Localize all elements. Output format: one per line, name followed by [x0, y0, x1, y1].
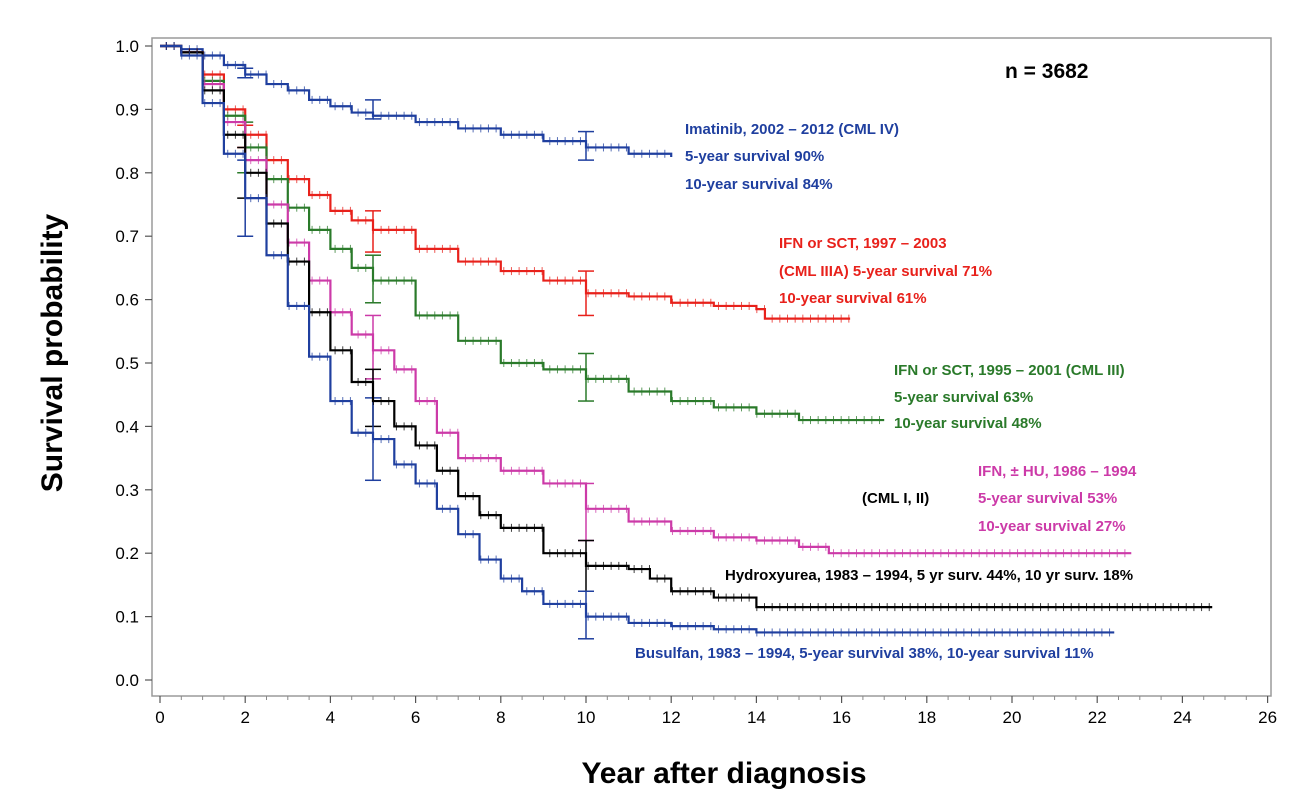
- y-tick-label: 0.6: [115, 291, 139, 310]
- curve-label: (CML IIIA) 5-year survival 71%: [779, 263, 992, 280]
- curve-label: 10-year survival 84%: [685, 176, 833, 193]
- curve-label: Hydroxyurea, 1983 – 1994, 5 yr surv. 44%…: [725, 567, 1133, 584]
- curve-labels: Imatinib, 2002 – 2012 (CML IV) 5-year sur…: [635, 121, 1137, 662]
- curve-label: 5-year survival 53%: [978, 490, 1117, 507]
- curve-label: Imatinib, 2002 – 2012 (CML IV): [685, 121, 899, 138]
- curve-label: IFN or SCT, 1995 – 2001 (CML III): [894, 362, 1125, 379]
- sample-size-label: n = 3682: [1005, 60, 1088, 83]
- plot-frame: [151, 37, 1272, 697]
- curve-label: 10-year survival 48%: [894, 415, 1042, 432]
- curve-label: 5-year survival 63%: [894, 389, 1033, 406]
- survival-curve-4: [160, 44, 1213, 609]
- y-tick-label: 0.0: [115, 671, 139, 690]
- x-tick-label: 12: [662, 708, 681, 727]
- x-tick-label: 22: [1088, 708, 1107, 727]
- y-axis-title: Survival probability: [36, 213, 69, 492]
- y-tick-label: 1.0: [115, 37, 139, 56]
- x-axis-title: Year after diagnosis: [581, 757, 866, 790]
- x-tick-label: 18: [917, 708, 936, 727]
- curve-label: Busulfan, 1983 – 1994, 5-year survival 3…: [635, 645, 1094, 662]
- curve-label: IFN, ± HU, 1986 – 1994: [978, 463, 1137, 480]
- survival-curve-1: [160, 44, 851, 320]
- x-tick-label: 24: [1173, 708, 1192, 727]
- y-tick-label: 0.5: [115, 354, 139, 373]
- x-tick-label: 8: [496, 708, 505, 727]
- survival-curve-0: [160, 44, 673, 157]
- cml-i-ii-label: (CML I, II): [862, 490, 929, 507]
- curve-label: 5-year survival 90%: [685, 148, 824, 165]
- x-tick-label: 20: [1003, 708, 1022, 727]
- survival-curves: [160, 42, 1213, 637]
- curve-label: 10-year survival 61%: [779, 290, 927, 307]
- y-tick-label: 0.7: [115, 227, 139, 246]
- x-tick-label: 6: [411, 708, 420, 727]
- x-tick-label: 10: [577, 708, 596, 727]
- curve-label: 10-year survival 27%: [978, 518, 1126, 535]
- x-tick-label: 14: [747, 708, 766, 727]
- x-tick-label: 16: [832, 708, 851, 727]
- x-tick-label: 4: [326, 708, 335, 727]
- curve-label: IFN or SCT, 1997 – 2003: [779, 235, 947, 252]
- axis-ticks: 0 2 4 6 8 10 12 14 16 18 20 22 24 260.00.10.20.30.40.…: [115, 37, 1277, 727]
- error-bars: [237, 67, 594, 640]
- survival-curve-5: [160, 44, 1115, 634]
- y-tick-label: 0.2: [115, 544, 139, 563]
- x-tick-label: 26: [1258, 708, 1277, 727]
- y-tick-label: 0.9: [115, 100, 139, 119]
- x-tick-label: 2: [240, 708, 249, 727]
- x-tick-label: 0: [155, 708, 164, 727]
- y-tick-label: 0.3: [115, 481, 139, 500]
- y-tick-label: 0.1: [115, 608, 139, 627]
- survival-curve-2: [160, 44, 885, 422]
- y-tick-label: 0.4: [115, 417, 139, 436]
- y-tick-label: 0.8: [115, 164, 139, 183]
